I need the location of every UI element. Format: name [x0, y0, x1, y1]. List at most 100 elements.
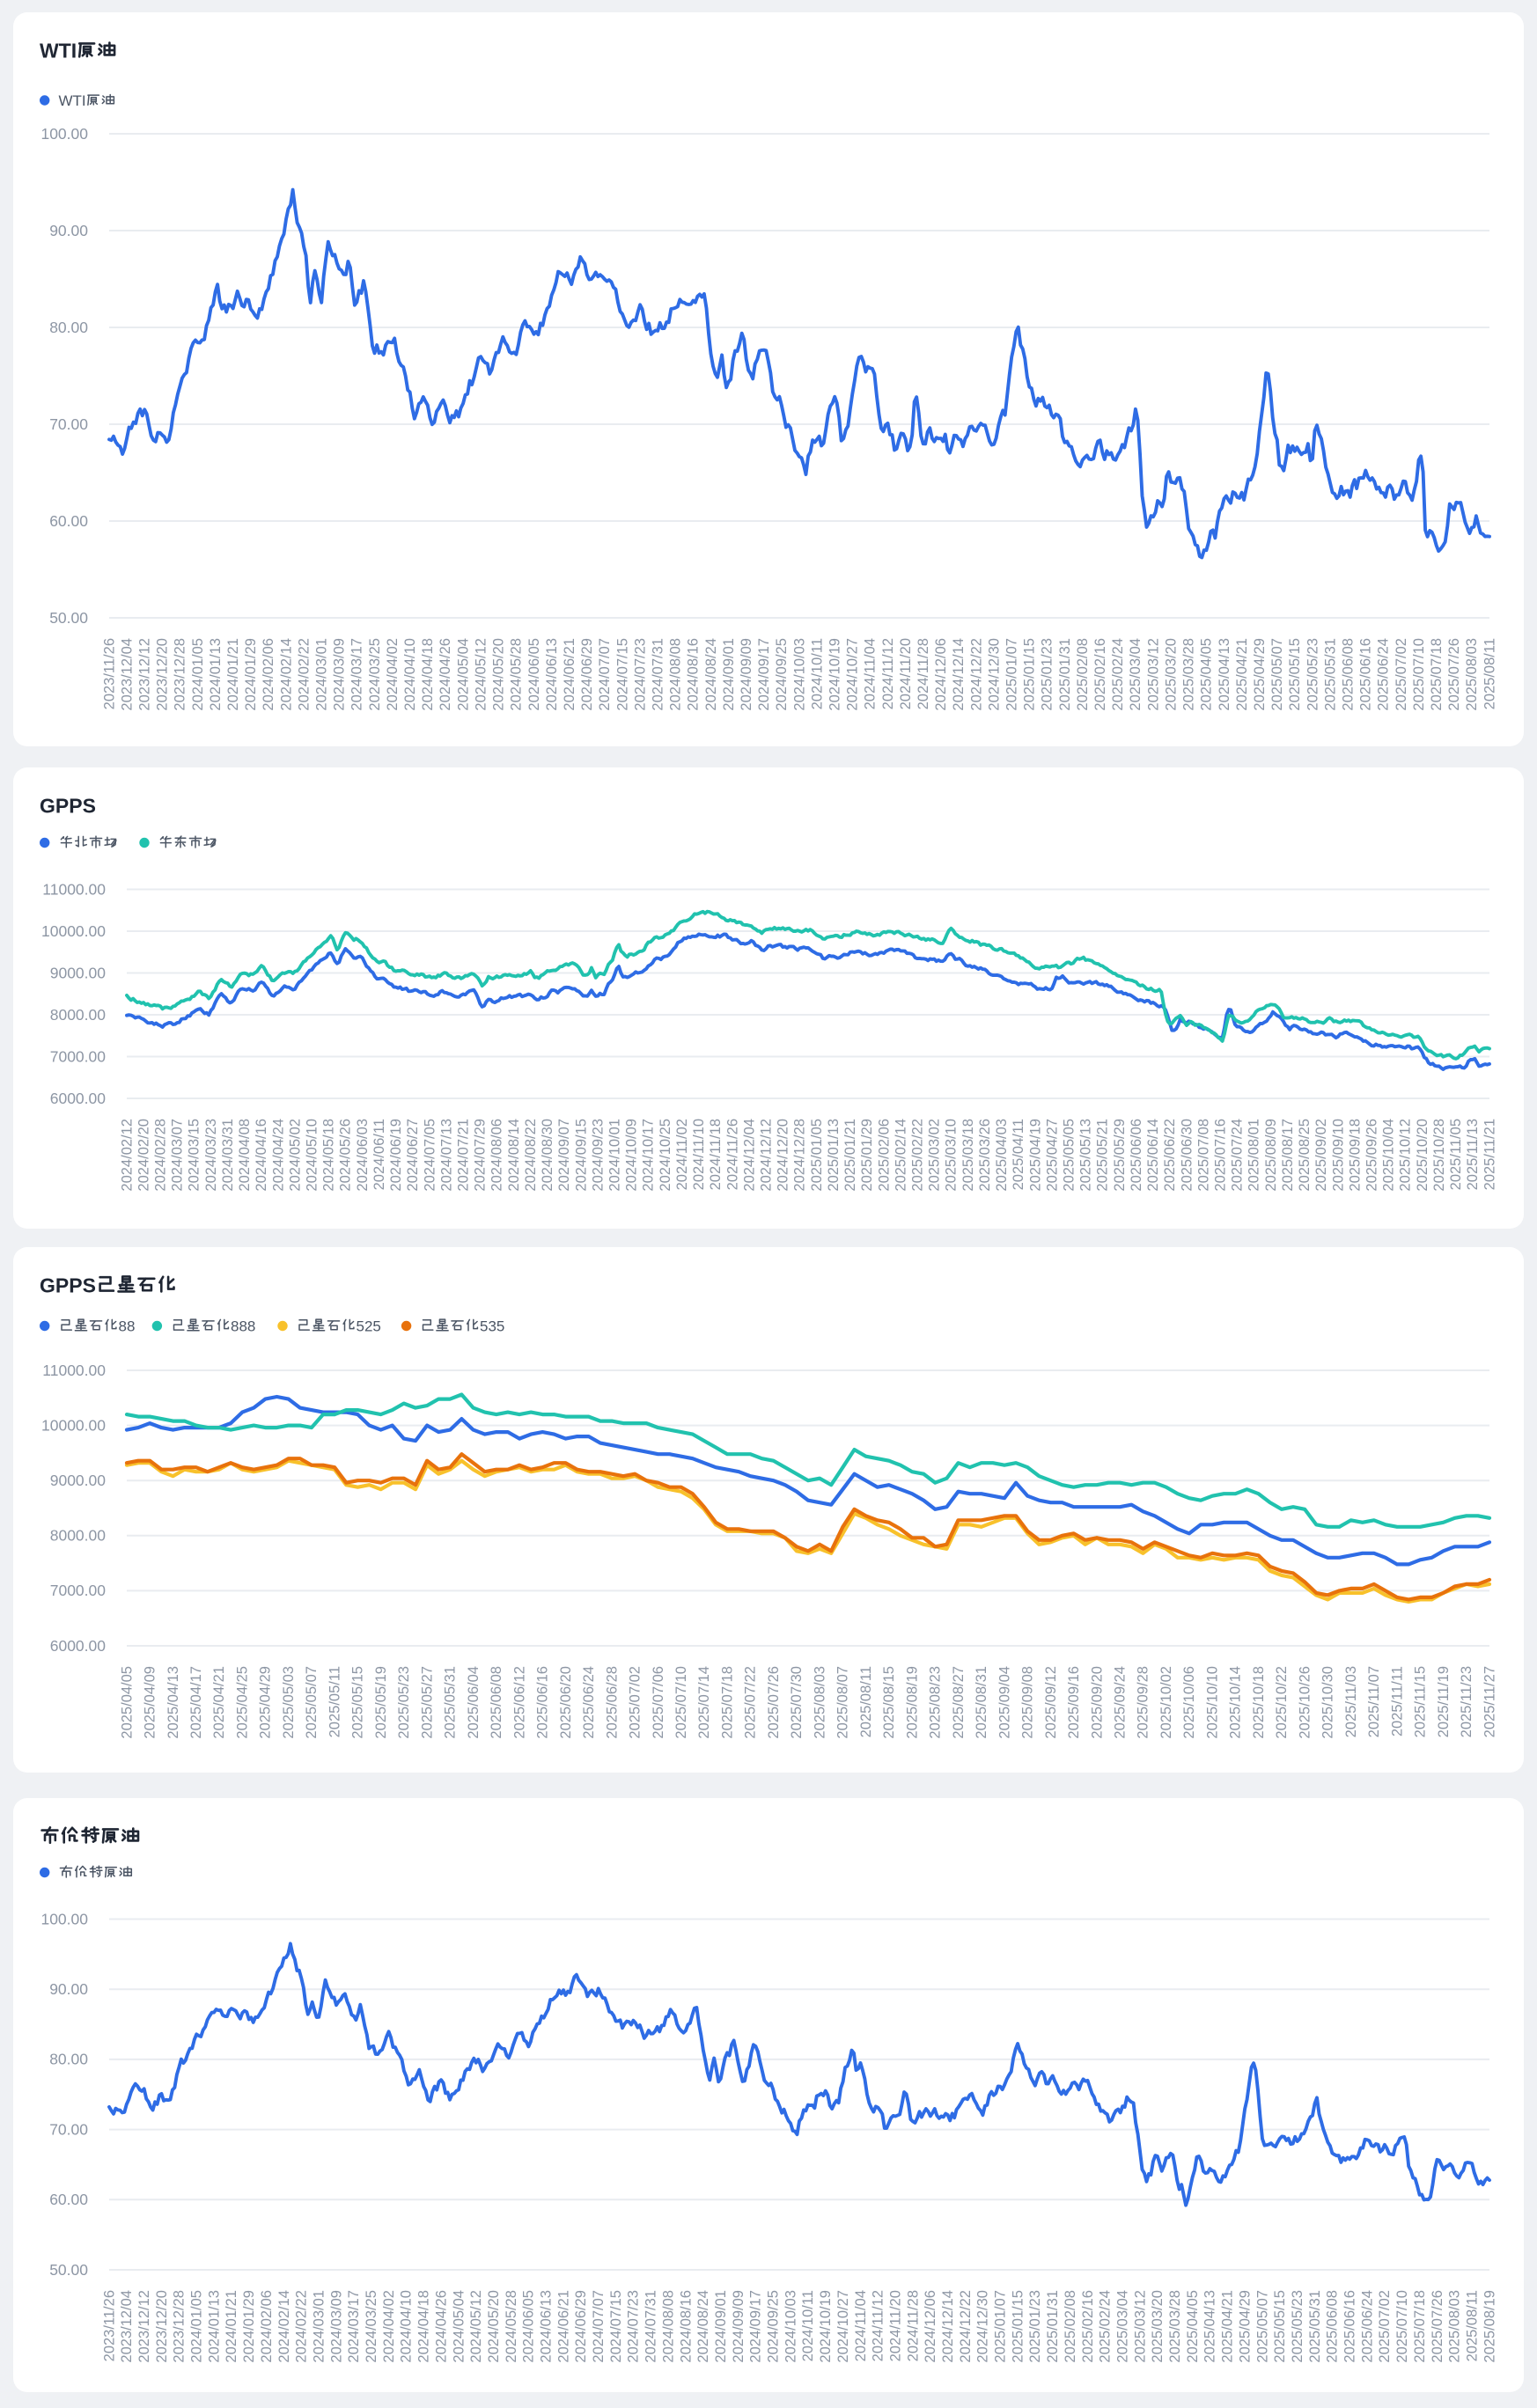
svg-text:2025/06/16: 2025/06/16 — [535, 1666, 551, 1739]
svg-text:2024/08/16: 2024/08/16 — [686, 638, 702, 711]
svg-text:2023/11/26: 2023/11/26 — [101, 638, 117, 709]
svg-text:2025/07/02: 2025/07/02 — [627, 1666, 643, 1739]
svg-text:2025/07/10: 2025/07/10 — [1411, 638, 1427, 711]
svg-text:2025/06/30: 2025/06/30 — [1179, 1119, 1195, 1192]
svg-text:11000.00: 11000.00 — [42, 1362, 106, 1379]
svg-text:2024/08/06: 2024/08/06 — [489, 1119, 505, 1192]
svg-text:2024/05/10: 2024/05/10 — [304, 1119, 320, 1192]
svg-text:100.00: 100.00 — [40, 125, 88, 143]
svg-text:2025/07/24: 2025/07/24 — [1230, 1119, 1246, 1192]
svg-text:2024/06/13: 2024/06/13 — [544, 638, 560, 711]
svg-text:2025/11/11: 2025/11/11 — [1389, 1666, 1405, 1736]
svg-text:100.00: 100.00 — [40, 1910, 88, 1927]
svg-text:2024/01/29: 2024/01/29 — [243, 638, 259, 711]
svg-text:2025/07/22: 2025/07/22 — [743, 1666, 759, 1739]
svg-text:2024/10/25: 2024/10/25 — [658, 1119, 673, 1192]
svg-text:2024/05/04: 2024/05/04 — [451, 2290, 467, 2363]
svg-text:2025/03/20: 2025/03/20 — [1150, 2290, 1166, 2363]
svg-text:2024/09/25: 2024/09/25 — [765, 2290, 781, 2363]
svg-text:2024/05/12: 2024/05/12 — [468, 2290, 484, 2363]
svg-text:2024/06/29: 2024/06/29 — [579, 638, 595, 711]
svg-text:2025/05/27: 2025/05/27 — [419, 1666, 435, 1739]
svg-text:2024/06/13: 2024/06/13 — [538, 2290, 554, 2363]
svg-text:2025/01/15: 2025/01/15 — [1022, 638, 1038, 711]
svg-text:2024/01/13: 2024/01/13 — [206, 2290, 222, 2363]
svg-text:2024/10/19: 2024/10/19 — [827, 638, 842, 711]
svg-text:2025/04/17: 2025/04/17 — [188, 1666, 204, 1739]
svg-text:2025/06/06: 2025/06/06 — [1129, 1119, 1144, 1192]
svg-text:2025/01/23: 2025/01/23 — [1040, 638, 1055, 711]
svg-text:2024/12/22: 2024/12/22 — [958, 2290, 974, 2363]
svg-text:2025/06/08: 2025/06/08 — [1340, 638, 1356, 711]
svg-text:2023/12/12: 2023/12/12 — [136, 638, 152, 711]
svg-text:2023/12/12: 2023/12/12 — [136, 2290, 152, 2363]
svg-text:2024/09/01: 2024/09/01 — [721, 638, 737, 711]
svg-text:2025/11/03: 2025/11/03 — [1343, 1666, 1359, 1737]
svg-text:2025/02/06: 2025/02/06 — [876, 1119, 892, 1192]
svg-text:2025/06/20: 2025/06/20 — [558, 1666, 574, 1739]
svg-text:2024/12/12: 2024/12/12 — [758, 1119, 774, 1192]
svg-text:2024/02/14: 2024/02/14 — [276, 2290, 292, 2363]
svg-text:2024/04/18: 2024/04/18 — [416, 2290, 432, 2363]
svg-text:2025/08/03: 2025/08/03 — [812, 1666, 827, 1739]
svg-text:2025/08/19: 2025/08/19 — [904, 1666, 920, 1739]
svg-text:2025/07/26: 2025/07/26 — [1446, 638, 1462, 711]
svg-text:2024/10/03: 2024/10/03 — [783, 2290, 798, 2363]
svg-text:2024/07/15: 2024/07/15 — [608, 2290, 624, 2363]
svg-text:2025/04/29: 2025/04/29 — [1252, 638, 1268, 711]
svg-text:2024/05/12: 2024/05/12 — [473, 638, 489, 711]
svg-text:2025/01/05: 2025/01/05 — [809, 1119, 825, 1192]
svg-text:2025/04/29: 2025/04/29 — [258, 1666, 274, 1739]
svg-text:2025/07/10: 2025/07/10 — [1394, 2290, 1410, 2363]
svg-text:2024/09/01: 2024/09/01 — [713, 2290, 729, 2363]
svg-text:2024/05/26: 2024/05/26 — [338, 1119, 354, 1192]
svg-text:70.00: 70.00 — [49, 2120, 88, 2138]
svg-text:2024/04/26: 2024/04/26 — [438, 638, 453, 711]
svg-text:2024/05/20: 2024/05/20 — [486, 2290, 502, 2363]
svg-text:70.00: 70.00 — [49, 415, 88, 433]
svg-text:2025/08/23: 2025/08/23 — [928, 1666, 944, 1739]
svg-text:2025/04/25: 2025/04/25 — [234, 1666, 250, 1739]
svg-text:2025/04/13: 2025/04/13 — [165, 1666, 181, 1739]
svg-text:2025/06/14: 2025/06/14 — [1145, 1119, 1161, 1192]
svg-text:2025/05/21: 2025/05/21 — [1095, 1119, 1111, 1192]
svg-text:2025/09/16: 2025/09/16 — [1066, 1666, 1082, 1739]
svg-text:2024/03/23: 2024/03/23 — [203, 1119, 219, 1192]
svg-text:2024/08/14: 2024/08/14 — [506, 1119, 522, 1192]
svg-text:2025/02/16: 2025/02/16 — [1092, 638, 1108, 711]
svg-text:2024/07/21: 2024/07/21 — [455, 1119, 471, 1192]
svg-text:2024/10/17: 2024/10/17 — [641, 1119, 657, 1192]
svg-text:2025/04/21: 2025/04/21 — [1220, 2290, 1236, 2363]
svg-text:2024/07/29: 2024/07/29 — [473, 1119, 489, 1192]
svg-text:50.00: 50.00 — [49, 2261, 88, 2279]
svg-text:2025/10/02: 2025/10/02 — [1158, 1666, 1174, 1739]
svg-text:2024/02/14: 2024/02/14 — [278, 638, 294, 711]
svg-text:2025/05/31: 2025/05/31 — [1322, 638, 1338, 711]
svg-text:2024/01/21: 2024/01/21 — [224, 2290, 239, 2363]
svg-text:2025/04/03: 2025/04/03 — [994, 1119, 1010, 1192]
svg-text:2024/12/14: 2024/12/14 — [951, 638, 967, 711]
svg-text:2025/01/31: 2025/01/31 — [1045, 2290, 1061, 2363]
svg-text:2024/01/29: 2024/01/29 — [241, 2290, 257, 2363]
svg-text:2025/10/18: 2025/10/18 — [1251, 1666, 1267, 1739]
svg-text:2025/09/20: 2025/09/20 — [1089, 1666, 1105, 1739]
svg-text:2025/04/21: 2025/04/21 — [1234, 638, 1250, 711]
svg-text:2025/05/07: 2025/05/07 — [1254, 2290, 1270, 2363]
svg-text:2025/04/05: 2025/04/05 — [1185, 2290, 1201, 2363]
svg-text:2024/04/08: 2024/04/08 — [237, 1119, 253, 1192]
svg-text:2025/08/09: 2025/08/09 — [1263, 1119, 1279, 1192]
svg-text:2025/09/28: 2025/09/28 — [1136, 1666, 1151, 1739]
svg-text:2023/12/28: 2023/12/28 — [172, 2290, 188, 2363]
svg-text:2024/06/05: 2024/06/05 — [521, 2290, 537, 2363]
svg-text:2024/10/11: 2024/10/11 — [809, 638, 825, 709]
svg-text:2025/06/04: 2025/06/04 — [466, 1666, 482, 1739]
svg-text:2024/10/11: 2024/10/11 — [800, 2290, 816, 2361]
svg-text:2025/05/13: 2025/05/13 — [1078, 1119, 1094, 1192]
svg-text:2024/06/29: 2024/06/29 — [573, 2290, 589, 2363]
svg-text:7000.00: 7000.00 — [50, 1582, 107, 1599]
svg-text:2025/05/23: 2025/05/23 — [1305, 638, 1320, 711]
svg-text:2024/05/20: 2024/05/20 — [491, 638, 507, 711]
svg-text:2024/10/27: 2024/10/27 — [845, 638, 861, 711]
svg-text:2024/10/19: 2024/10/19 — [818, 2290, 834, 2363]
svg-text:2024/04/18: 2024/04/18 — [420, 638, 436, 711]
